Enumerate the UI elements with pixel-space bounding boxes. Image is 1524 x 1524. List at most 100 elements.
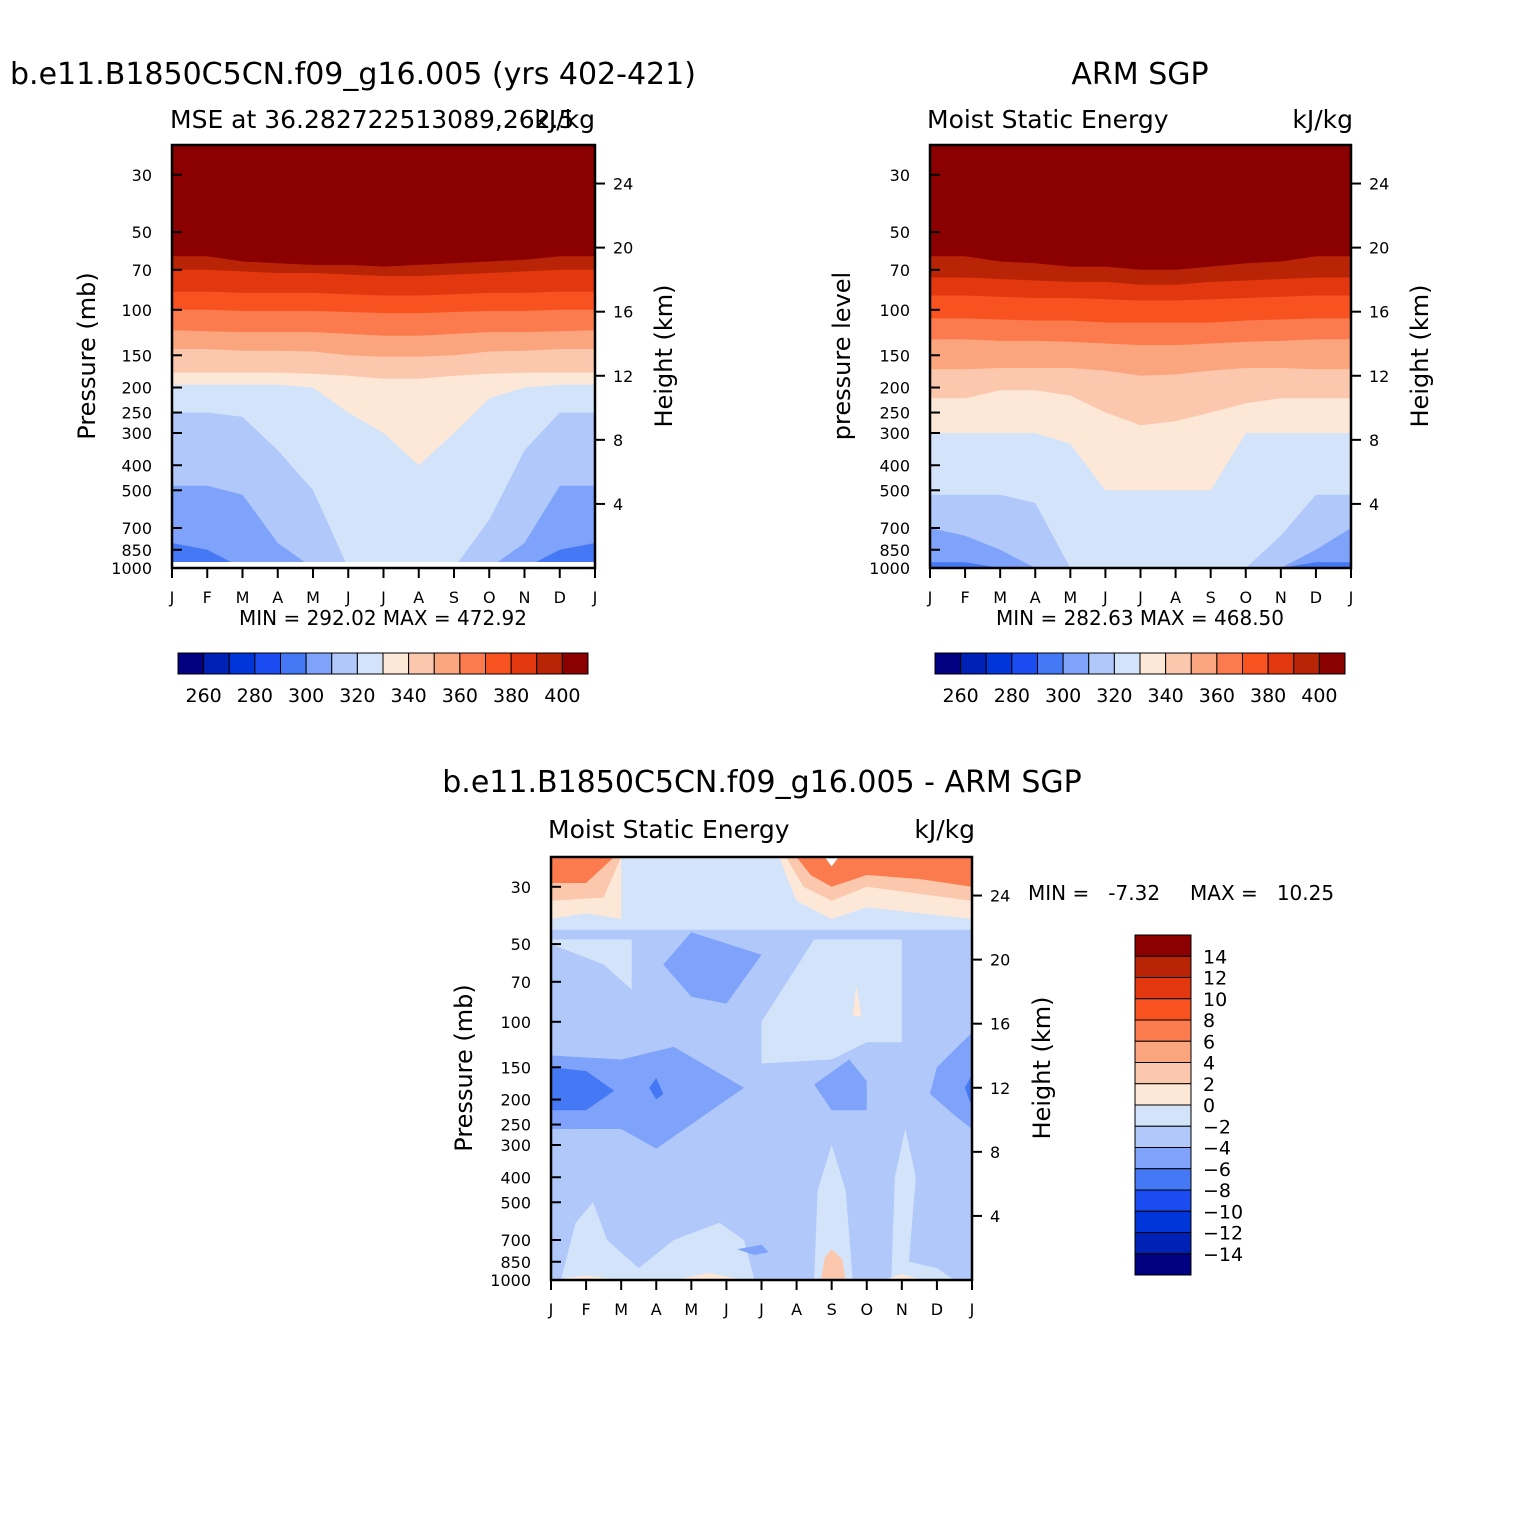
model-title: b.e11.B1850C5CN.f09_g16.005 (yrs 402-421…: [10, 57, 696, 92]
obs-minmax: MIN = 282.63 MAX = 468.50: [996, 606, 1284, 630]
diff-band-blue-strong-1: [551, 1067, 615, 1111]
colorbar-box: [1134, 1232, 1192, 1255]
colorbar-label: −6: [1203, 1159, 1231, 1181]
colorbar-box: [1134, 1104, 1192, 1127]
colorbar-label: 14: [1203, 946, 1227, 968]
diff-band-lightblue-5: [561, 1202, 755, 1280]
colorbar-label: 10: [1203, 989, 1227, 1011]
colorbar-box: [408, 652, 435, 675]
obs-contour-area: [930, 145, 1351, 568]
month-tick-label: F: [581, 1300, 590, 1319]
colorbar-box: [1134, 934, 1192, 957]
diff-minmax-min: MIN = -7.32: [1028, 881, 1160, 905]
colorbar-label: −10: [1203, 1201, 1243, 1223]
colorbar-box: [459, 652, 486, 675]
colorbar-box: [1134, 955, 1192, 978]
diff-ylabel-right: Height (km): [1028, 997, 1056, 1140]
colorbar-box: [934, 652, 962, 675]
colorbar-box: [1267, 652, 1295, 675]
colorbar-box: [1216, 652, 1243, 675]
pressure-tick-label: 850: [500, 1253, 531, 1272]
diff-band-warm-2: [852, 984, 862, 1017]
pressure-tick-label: 250: [879, 404, 910, 423]
height-tick-label: 20: [1369, 239, 1389, 258]
month-tick-label: J: [1137, 588, 1143, 607]
colorbar-label: 360: [1199, 685, 1235, 707]
pressure-tick-label: 70: [890, 261, 910, 280]
month-tick-label: S: [1206, 588, 1216, 607]
pressure-tick-label: 150: [879, 346, 910, 365]
colorbar-label: 0: [1203, 1095, 1215, 1117]
colorbar-box: [177, 652, 205, 675]
height-tick-label: 4: [990, 1207, 1000, 1226]
height-tick-label: 12: [613, 367, 633, 386]
colorbar-label: 320: [339, 685, 375, 707]
month-tick-label: J: [758, 1300, 764, 1319]
colorbar-box: [1165, 652, 1192, 675]
obs-ylabel: pressure level: [828, 272, 856, 440]
pressure-tick-label: 70: [132, 261, 152, 280]
month-tick-label: S: [449, 588, 459, 607]
colorbar-box: [1134, 1147, 1192, 1170]
month-tick-label: O: [1239, 588, 1252, 607]
month-tick-label: A: [791, 1300, 802, 1319]
missing-surface-band: [172, 562, 595, 568]
pressure-tick-label: 150: [121, 346, 152, 365]
colorbar-label: 4: [1203, 1053, 1215, 1075]
height-tick-label: 8: [1369, 431, 1379, 450]
month-tick-label: J: [1348, 588, 1354, 607]
colorbar-label: 380: [1250, 685, 1286, 707]
height-tick-label: 20: [613, 239, 633, 258]
colorbar-box: [561, 652, 589, 675]
colorbar-box: [985, 652, 1013, 675]
colorbar-box: [1134, 1083, 1192, 1106]
colorbar-box: [1190, 652, 1218, 675]
diff-band-warm-5: [884, 1274, 923, 1280]
colorbar-box: [305, 652, 333, 675]
height-tick-label: 4: [613, 495, 623, 514]
pressure-tick-label: 500: [121, 481, 152, 500]
diff-band-top-right-8: [796, 857, 972, 887]
colorbar-box: [1062, 652, 1090, 675]
colorbar-box: [1134, 1253, 1192, 1276]
height-tick-label: 12: [990, 1079, 1010, 1098]
colorbar-label: −2: [1203, 1116, 1231, 1138]
diff-minmax-max: MAX = 10.25: [1190, 881, 1334, 905]
colorbar-label: 400: [1301, 685, 1337, 707]
month-tick-label: A: [413, 588, 424, 607]
month-tick-label: N: [896, 1300, 908, 1319]
height-tick-label: 16: [1369, 303, 1389, 322]
colorbar-box: [228, 652, 256, 675]
diff-subtitle-left: Moist Static Energy: [548, 815, 790, 844]
diff-band-warm-4: [673, 1273, 744, 1280]
colorbar-label: 300: [288, 685, 324, 707]
pressure-tick-label: 700: [121, 519, 152, 538]
pressure-tick-label: 200: [879, 379, 910, 398]
colorbar-box: [1134, 1168, 1192, 1191]
diff-band-blue-strong-2: [649, 1077, 664, 1100]
pressure-tick-label: 250: [500, 1116, 531, 1135]
month-tick-label: M: [1063, 588, 1077, 607]
height-tick-label: 20: [990, 951, 1010, 970]
colorbar-box: [1242, 652, 1269, 675]
pressure-tick-label: 50: [511, 935, 531, 954]
pressure-tick-label: 100: [879, 301, 910, 320]
colorbar-label: 260: [185, 685, 221, 707]
colorbar-box: [1134, 1019, 1192, 1042]
diff-band-warm-1: [821, 1249, 846, 1280]
panel-diff: b.e11.B1850C5CN.f09_g16.005 - ARM SGP Mo…: [442, 765, 1334, 1319]
colorbar-label: 12: [1203, 968, 1227, 990]
obs-title: ARM SGP: [1071, 57, 1208, 92]
month-tick-label: J: [345, 588, 351, 607]
colorbar-label: 8: [1203, 1010, 1215, 1032]
colorbar-label: 260: [942, 685, 978, 707]
colorbar-label: −4: [1203, 1138, 1231, 1160]
diff-band-top-8: [551, 857, 615, 883]
colorbar-box: [960, 652, 987, 675]
height-tick-label: 24: [1369, 175, 1389, 194]
month-tick-label: J: [380, 588, 386, 607]
month-tick-label: O: [483, 588, 496, 607]
